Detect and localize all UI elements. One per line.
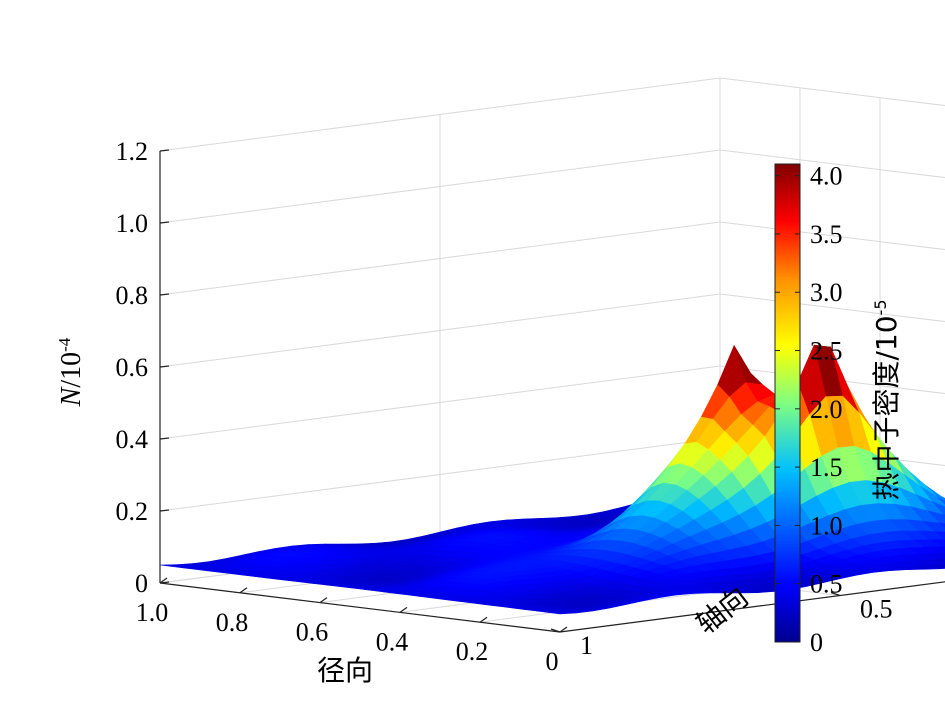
colorbar-tick-label: 0 (810, 628, 823, 657)
z-tick-label: 0.8 (116, 281, 149, 310)
y-tick-label: 0.5 (860, 595, 893, 624)
z-tick-label: 1.0 (116, 209, 149, 238)
colorbar-title: 热中子密度/10-5 (870, 299, 903, 500)
z-tick-mark (160, 294, 169, 295)
z-tick-label: 1.2 (116, 137, 149, 166)
x-tick-label: 0.4 (376, 627, 409, 656)
surface-patch (548, 612, 576, 614)
z-tick-mark (160, 510, 169, 511)
z-tick-mark (160, 366, 169, 367)
colorbar-tick-label: 0.5 (810, 570, 843, 599)
x-tick-label: 0.6 (296, 618, 329, 647)
grid-line-z-6 (160, 78, 945, 151)
colorbar-tick-label: 4.0 (810, 162, 843, 191)
colorbar (775, 164, 800, 642)
colorbar-tick-label: 3.5 (810, 220, 843, 249)
z-tick-label: 0.6 (116, 353, 149, 382)
z-tick-label: 0 (135, 569, 148, 598)
x-axis-title: 径向 (317, 654, 373, 687)
x-tick-label: 1.0 (136, 598, 169, 627)
colorbar-tick-label: 1.5 (810, 453, 843, 482)
colorbar-tick-label: 1.0 (810, 511, 843, 540)
x-tick-label: 0.2 (456, 637, 489, 666)
z-tick-mark (160, 222, 169, 223)
colorbar-tick-label: 2.5 (810, 337, 843, 366)
colorbar-tick-label: 2.0 (810, 395, 843, 424)
z-axis-title: N/10-4 (55, 337, 87, 407)
x-tick-label: 0.8 (216, 608, 249, 637)
x-tick-label: 0 (546, 647, 559, 676)
z-tick-label: 0.4 (116, 425, 149, 454)
y-tick-label: 1 (580, 631, 593, 660)
colorbar-tick-label: 3.0 (810, 278, 843, 307)
z-tick-mark (160, 438, 169, 439)
z-tick-mark (160, 150, 169, 151)
z-tick-label: 0.2 (116, 497, 149, 526)
